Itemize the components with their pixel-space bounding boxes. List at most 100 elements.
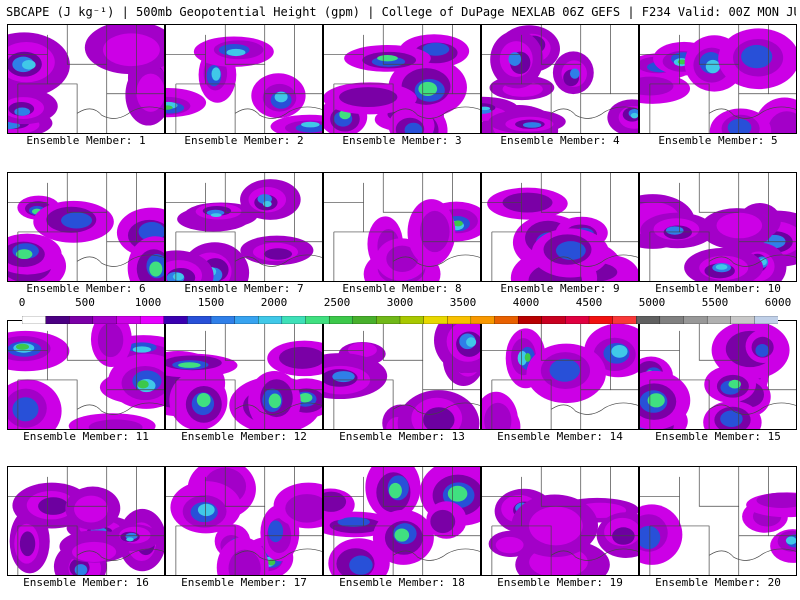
cape-contour-area xyxy=(466,337,477,347)
colorbar-swatch xyxy=(659,315,684,325)
map-boundary-line xyxy=(205,379,236,429)
map-boundary-line xyxy=(580,360,611,391)
cape-contour-area xyxy=(337,517,370,527)
colorbar-tick-label: 0 xyxy=(18,296,26,309)
cape-contour-area xyxy=(22,59,36,70)
map-boundary-line xyxy=(640,330,680,351)
cape-contour-area xyxy=(647,393,665,408)
colorbar-swatch xyxy=(376,315,401,325)
map-boundary-line xyxy=(452,321,480,391)
colorbar-tick-label: 5000 xyxy=(638,296,666,309)
ensemble-member-label: Ensemble Member: 9 xyxy=(500,282,620,295)
ensemble-member-map xyxy=(481,24,639,134)
map-boundary-line xyxy=(521,525,552,575)
map-boundary-line xyxy=(47,525,78,575)
map-boundary-line xyxy=(294,321,322,391)
map-boundary-line xyxy=(768,467,796,537)
colorbar-swatch xyxy=(305,315,330,325)
map-boundary-line xyxy=(234,548,322,561)
colorbar-swatch xyxy=(234,315,259,325)
ensemble-member-label: Ensemble Member: 8 xyxy=(342,282,462,295)
ensemble-member-map xyxy=(7,320,165,430)
map-boundary-line xyxy=(708,254,796,267)
colorbar-swatch xyxy=(187,315,212,325)
cape-contour-area xyxy=(555,241,586,260)
cape-contour-area xyxy=(274,91,288,103)
cape-contour-area xyxy=(271,398,279,408)
cape-contour-area xyxy=(715,264,728,270)
cape-contour-area xyxy=(423,407,455,429)
map-boundary-line xyxy=(649,202,680,233)
map-boundary-line xyxy=(768,173,796,243)
cape-contour-area xyxy=(61,212,93,229)
cape-contour-area xyxy=(172,272,184,281)
colorbar-tick-label: 4000 xyxy=(512,296,540,309)
map-boundary-line xyxy=(294,173,322,243)
map-boundary-line xyxy=(66,321,108,361)
cape-contour-area xyxy=(377,55,398,62)
map-boundary-line xyxy=(679,379,710,429)
cape-contour-area xyxy=(508,52,522,66)
cape-contour-area xyxy=(38,497,69,515)
colorbar-swatch xyxy=(352,315,377,325)
map-boundary-line xyxy=(382,25,424,65)
ensemble-member-map xyxy=(7,172,165,282)
cape-contour-area xyxy=(181,363,197,368)
map-boundary-line xyxy=(679,525,710,575)
map-boundary-line xyxy=(333,202,364,233)
ensemble-member-label: Ensemble Member: 2 xyxy=(184,134,304,147)
map-boundary-line xyxy=(324,182,364,203)
cape-contour-area xyxy=(19,531,36,557)
map-boundary-line xyxy=(136,467,164,537)
map-boundary-line xyxy=(166,182,206,203)
ensemble-member-map xyxy=(165,24,323,134)
cape-contour-area xyxy=(522,122,542,128)
map-boundary-line xyxy=(452,25,480,95)
cape-contour-area xyxy=(404,122,423,133)
ensemble-member-map xyxy=(7,24,165,134)
cape-contour-area xyxy=(720,410,743,428)
colorbar-swatch xyxy=(683,315,708,325)
cape-contour-area xyxy=(386,245,419,272)
map-boundary-line xyxy=(550,254,638,267)
cape-contour-area xyxy=(640,76,674,96)
cape-contour-area xyxy=(419,210,450,253)
colorbar xyxy=(21,309,779,325)
ensemble-member-map xyxy=(165,466,323,576)
map-boundary-line xyxy=(610,467,638,537)
ensemble-member-label: Ensemble Member: 14 xyxy=(497,430,623,443)
ensemble-member-label: Ensemble Member: 16 xyxy=(23,576,149,589)
cape-contour-area xyxy=(785,536,796,545)
cape-contour-area xyxy=(430,509,456,534)
map-boundary-line xyxy=(175,496,206,527)
map-boundary-line xyxy=(540,173,582,213)
map-boundary-line xyxy=(491,202,522,233)
colorbar-swatch xyxy=(45,315,70,325)
cape-contour-area xyxy=(349,555,373,575)
ensemble-member-map xyxy=(323,466,481,576)
cape-contour-area xyxy=(132,346,152,353)
map-boundary-line xyxy=(521,379,552,429)
colorbar-swatch xyxy=(706,315,732,325)
ensemble-member-label: Ensemble Member: 18 xyxy=(339,576,465,589)
page-title: SBCAPE (J kg⁻¹) | 500mb Geopotential Hei… xyxy=(6,5,796,19)
cape-contour-area xyxy=(517,351,528,366)
cape-contour-area xyxy=(755,343,770,357)
map-boundary-line xyxy=(698,321,740,361)
map-boundary-line xyxy=(8,182,48,203)
map-boundary-line xyxy=(234,254,322,267)
map-boundary-line xyxy=(363,83,394,133)
ensemble-member-map xyxy=(639,466,797,576)
cape-contour-area xyxy=(8,121,20,130)
map-boundary-line xyxy=(76,548,164,561)
colorbar-swatch xyxy=(541,315,566,325)
cape-contour-area xyxy=(126,537,134,542)
map-boundary-line xyxy=(698,25,740,65)
colorbar-swatch xyxy=(69,315,94,325)
map-boundary-line xyxy=(491,54,522,85)
map-boundary-line xyxy=(47,231,78,281)
colorbar-swatch xyxy=(565,315,590,325)
cape-contour-area xyxy=(74,564,88,575)
map-boundary-line xyxy=(738,360,769,391)
